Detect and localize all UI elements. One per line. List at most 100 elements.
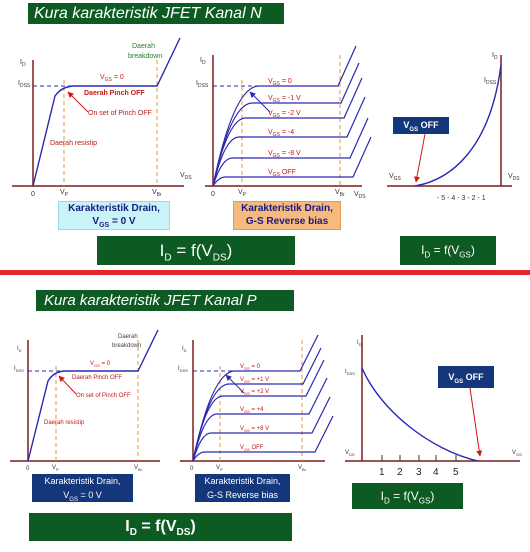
n-c1-pinch-off: Daerah Pinch OFF: [84, 90, 145, 97]
p-chart2: VGS = 0 VGS = +1 V VGS = +2 V VGS = +4 VGS =…: [178, 334, 334, 472]
n-c2-vds: VDS: [354, 191, 366, 200]
n-vgs-off-label: VGS OFF: [393, 117, 449, 134]
p-c3-vgsoff-arrow: [469, 387, 483, 457]
p-chart1: ID IDSS VGS = 0 Daerah Pinch OFF On set …: [10, 329, 160, 472]
p-c2-curve-label-0: VGS = 0: [240, 364, 261, 371]
n-c1-vp: VP: [60, 189, 69, 198]
p-c1-pinch-off: Daerah Pinch OFF: [72, 375, 122, 381]
n-caption-drain-vgs0: Karakteristik Drain, VGS = 0 V: [58, 201, 170, 230]
n-c2-origin: 0: [211, 191, 215, 198]
p-caption2-line2: G-S Reverse bias: [206, 490, 279, 500]
n-caption1-line2: VGS = 0 V: [92, 216, 136, 229]
p-c2-curves: VGS = 0 VGS = +1 V VGS = +2 V VGS = +4 VGS =…: [192, 334, 334, 462]
p-caption1-line1: Karakteristik Drain,: [44, 476, 121, 486]
section-title-p: Kura karakteristik JFET Kanal P: [36, 290, 294, 311]
n-c1-id-label: ID: [20, 59, 26, 68]
n-chart2: VGS = 0 VGS = -1 V VGS = -2 V VGS = -4 VGS =…: [196, 45, 372, 200]
n-c2-curve-label-5: VGS OFF: [268, 169, 296, 178]
p-c2-curve-3: [192, 377, 328, 462]
p-c3-id-label: ID: [357, 340, 362, 347]
p-c2-curve-label-3: VGS = +4: [240, 407, 264, 414]
p-c2-curve-label-5: VGS OFF: [240, 445, 264, 452]
section-title-n: Kura karakteristik JFET Kanal N: [28, 3, 284, 24]
n-c2-curves: VGS = 0 VGS = -1 V VGS = -2 V VGS = -4 VGS =…: [212, 45, 372, 187]
n-c2-vp: VP: [238, 189, 247, 198]
n-c2-curve-5: [212, 136, 372, 187]
p-c3-idss-label: IDSS: [345, 369, 355, 376]
p-c3-vds-left: VDS: [345, 450, 355, 457]
p-c2-curve-label-1: VGS = +1 V: [240, 377, 269, 384]
n-c2-idss-label: IDSS: [196, 80, 209, 89]
n-c1-vds: VDS: [180, 172, 192, 181]
section-divider: [0, 270, 530, 275]
p-equation-vgs: ID = f(VGS): [352, 483, 463, 509]
n-c3-vds-right: VDS: [508, 173, 520, 182]
n-caption2-line1: Karakteristik Drain,: [241, 203, 333, 214]
p-c3-tick-label-0: 1: [379, 467, 385, 478]
p-c1-id-label: ID: [17, 346, 22, 353]
n-c1-onset: On set of Pinch OFF: [88, 110, 152, 117]
n-c3-id-label: ID: [492, 52, 498, 61]
n-chart1: ID IDSS VGS = 0 Daerah Pinch OFF On set …: [12, 37, 192, 198]
n-c2-curve-label-3: VGS = -4: [268, 129, 294, 138]
n-caption-drain-reverse: Karakteristik Drain, G-S Reverse bias: [233, 201, 341, 230]
p-c1-curve: [27, 329, 159, 462]
p-c1-onset-arrow: [58, 375, 77, 395]
p-caption-drain-vgs0: Karakteristik Drain, VGS = 0 V: [32, 474, 133, 503]
n-c3-curve: [414, 64, 502, 187]
n-c3-vgs-left: VGS: [389, 173, 402, 182]
p-caption1-line2: VGS = 0 V: [63, 490, 102, 503]
n-c2-curve-label-2: VGS = -2 V: [268, 110, 301, 119]
n-c1-idss-label: IDSS: [18, 80, 31, 89]
p-c2-id-label: ID: [182, 346, 187, 353]
p-c2-curve-0: [192, 334, 319, 462]
p-c2-idss-label: IDSS: [178, 366, 188, 373]
n-equation-vgs: ID = f(VGS): [400, 236, 496, 265]
n-chart3: ID IDSS VGS VDS - 5 - 4 - 3 - 2 - 1: [387, 52, 520, 202]
n-c2-id-label: ID: [200, 57, 206, 66]
p-c2-origin: 0: [190, 466, 194, 472]
n-c2-arrow: [249, 91, 271, 113]
p-c2-curve-4: [192, 396, 331, 462]
n-c1-vgs0: VGS = 0: [100, 74, 124, 83]
p-c1-resistive: Daerah resistip: [44, 420, 85, 426]
p-c3-curve: [361, 367, 479, 462]
p-c1-vgs0: VGS = 0: [90, 361, 111, 368]
p-c1-vbr: VBr: [134, 465, 143, 472]
p-caption-drain-reverse: Karakteristik Drain, G-S Reverse bias: [195, 474, 290, 502]
p-c3-tick-label-3: 4: [433, 467, 439, 478]
p-caption2-line1: Karakteristik Drain,: [204, 476, 281, 486]
n-c2-vbr: VBr: [335, 189, 345, 198]
n-c1-resistive: Daerah resistip: [50, 140, 97, 147]
n-equation-ids: ID = f(VDS): [97, 236, 295, 265]
p-c2-arrow: [225, 374, 245, 394]
p-c2-vp: VP: [216, 465, 223, 472]
p-c1-breakdown-2: breakdown: [112, 343, 141, 349]
n-c2-curve-label-1: VGS = -1 V: [268, 95, 301, 104]
p-c1-vp: VP: [52, 465, 59, 472]
n-c2-curve-label-4: VGS = -8 V: [268, 150, 301, 159]
p-c1-idss-label: IDSS: [14, 366, 24, 373]
n-c3-vgsoff-arrow: [414, 133, 426, 183]
n-c3-idss-label: IDSS: [484, 77, 497, 86]
n-c1-onset-arrow: [67, 91, 89, 113]
n-c1-breakdown-2: breakdown: [128, 53, 162, 60]
p-c3-tick-label-4: 5: [453, 467, 459, 478]
n-c1-breakdown-1: Daerah: [132, 43, 155, 50]
n-c2-curve-3: [212, 96, 366, 187]
n-c2-curve-label-0: VGS = 0: [268, 78, 292, 87]
p-c1-breakdown-1: Daerah: [118, 334, 138, 340]
n-c3-ticks: - 5 - 4 - 3 - 2 - 1: [437, 195, 486, 202]
n-c1-origin: 0: [31, 191, 35, 198]
n-c2-curve-4: [212, 117, 369, 187]
p-equation-ids: ID = f(VDS): [29, 513, 292, 541]
p-c2-curve-label-2: VGS = +2 V: [240, 389, 269, 396]
n-caption1-line1: Karakteristik Drain,: [68, 203, 160, 214]
p-c3-vgs-right: VGS: [512, 450, 522, 457]
p-c2-vbr: VBr: [298, 465, 307, 472]
p-c1-origin: 0: [26, 466, 30, 472]
n-c1-curve: [32, 37, 181, 187]
n-caption2-line2: G-S Reverse bias: [245, 216, 329, 227]
